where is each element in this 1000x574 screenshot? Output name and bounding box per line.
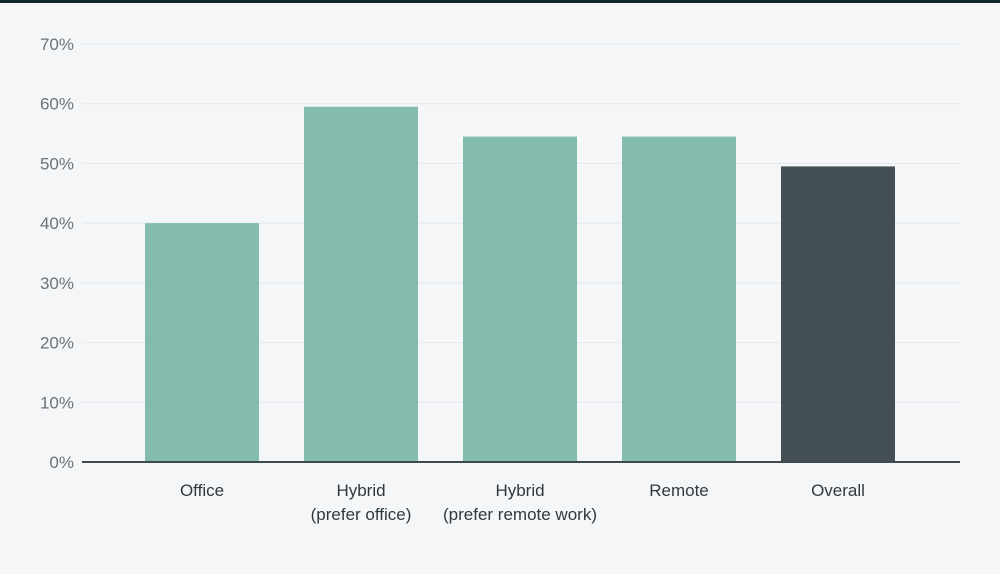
y-tick-label: 60% (40, 95, 74, 114)
x-category-label: (prefer remote work) (443, 505, 597, 524)
y-tick-label: 0% (49, 453, 74, 472)
y-tick-label: 40% (40, 214, 74, 233)
y-tick-label: 50% (40, 154, 74, 173)
y-tick-label: 70% (40, 35, 74, 54)
x-category-label: Remote (649, 481, 709, 500)
y-tick-label: 20% (40, 334, 74, 353)
bar (463, 136, 577, 463)
y-tick-label: 10% (40, 393, 74, 412)
bar (781, 166, 895, 462)
x-category-label: Hybrid (336, 481, 385, 500)
x-axis-labels: Office Hybrid (prefer office) Hybrid (prefer… (180, 481, 865, 524)
bar (622, 136, 736, 463)
x-category-label: Hybrid (495, 481, 544, 500)
bar (304, 106, 418, 462)
bars (145, 106, 895, 463)
y-tick-label: 30% (40, 274, 74, 293)
x-category-label: Office (180, 481, 224, 500)
y-axis-ticks: 0% 10% 20% 30% 40% 50% 60% 70% (40, 35, 74, 472)
top-accent-bar (0, 0, 1000, 3)
bar (145, 223, 259, 462)
x-category-label: (prefer office) (311, 505, 412, 524)
x-category-label: Overall (811, 481, 865, 500)
